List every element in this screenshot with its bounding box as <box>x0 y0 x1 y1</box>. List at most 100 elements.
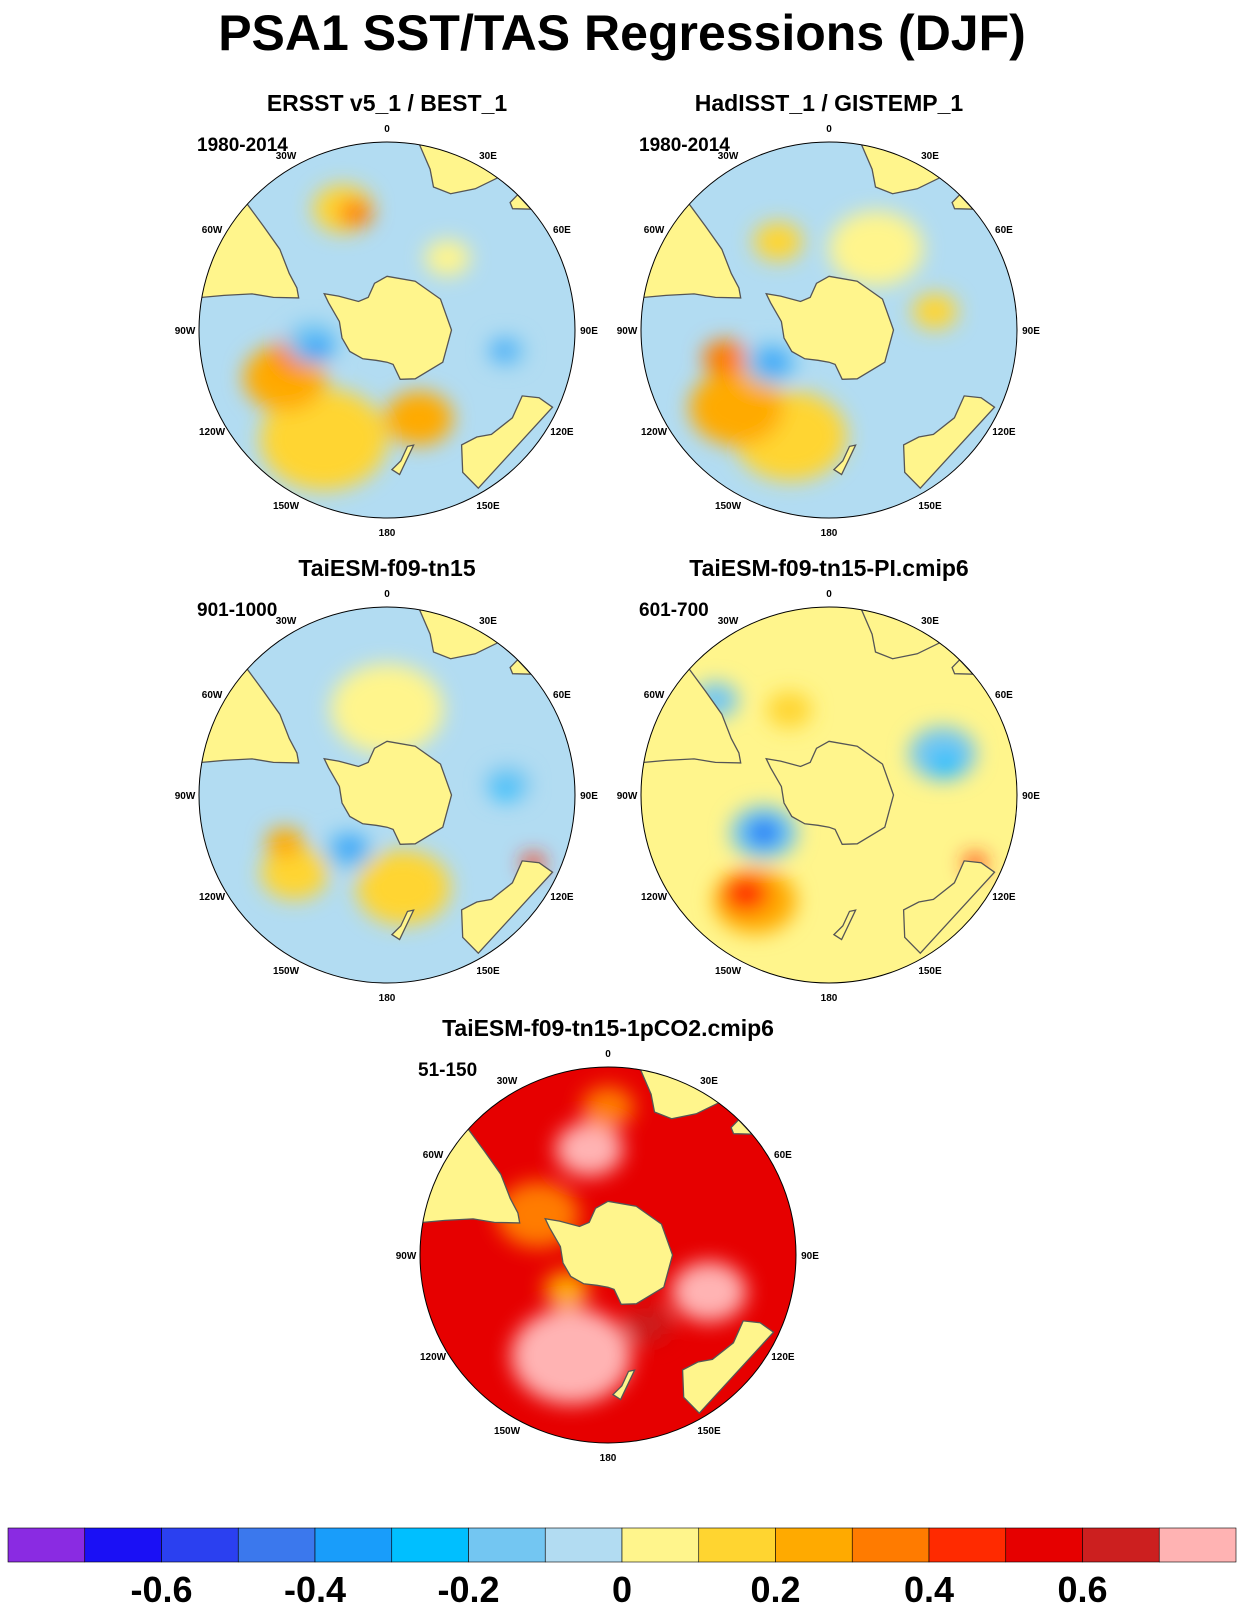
panel-title: TaiESM-f09-tn15-1pCO2.cmip6 <box>442 1015 774 1041</box>
map-panel-4: TaiESM-f09-tn15-PI.cmip6 601-700 0 30E 60E… <box>617 555 1041 1004</box>
map-border <box>198 606 576 984</box>
landmass-africa <box>860 607 965 660</box>
longitude-label: 60E <box>995 690 1013 701</box>
landmass-australia <box>460 395 554 490</box>
longitude-label: 0 <box>384 124 390 135</box>
longitude-label: 30W <box>718 151 739 162</box>
longitude-label: 60E <box>774 1150 792 1161</box>
landmass-africa <box>418 142 523 195</box>
longitude-label: 30W <box>497 1076 518 1087</box>
longitude-label: 0 <box>826 589 832 600</box>
anomaly-region <box>753 222 803 262</box>
anomaly-region <box>555 1122 624 1177</box>
longitude-label: 150E <box>476 966 500 977</box>
landmass-africa <box>639 1067 744 1120</box>
anomaly-region <box>336 837 364 859</box>
anomaly-region <box>265 827 304 858</box>
longitude-label: 120E <box>550 427 574 438</box>
landmass-africa <box>418 607 523 660</box>
period-label: 901-1000 <box>197 600 278 621</box>
landmass-newzealand <box>390 909 415 941</box>
anomaly-region <box>754 825 774 841</box>
anomaly-region <box>303 338 331 360</box>
anomaly-region <box>581 1086 635 1129</box>
period-label: 1980-2014 <box>197 135 288 156</box>
colorbar: -0.6 -0.4 -0.2 0 0.2 0.4 0.6 <box>7 1527 1237 1608</box>
longitude-label: 60W <box>644 690 665 701</box>
period-label: 51-150 <box>418 1060 478 1081</box>
colorbar-tick-label: -0.6 <box>130 1569 192 1608</box>
longitude-label: 60E <box>995 225 1013 236</box>
anomaly-region <box>723 875 769 912</box>
map-panel-2: HadISST_1 / GISTEMP_1 1980-2014 0 30E 60E 9… <box>617 90 1041 539</box>
longitude-label: 0 <box>605 1049 611 1060</box>
anomaly-region <box>671 1261 747 1322</box>
anomaly-region <box>829 210 923 287</box>
anomaly-region <box>338 199 373 227</box>
anomaly-region <box>493 781 517 800</box>
anomaly-region <box>625 1306 671 1343</box>
longitude-label: 30E <box>479 151 497 162</box>
longitude-label: 180 <box>379 528 396 539</box>
landmass-australia <box>902 395 996 490</box>
landmass-newzealand <box>390 444 415 476</box>
anomaly-region <box>330 663 444 755</box>
colorbar-tick-label: 0 <box>612 1569 632 1608</box>
longitude-label: 90W <box>175 791 196 802</box>
longitude-label: 0 <box>826 124 832 135</box>
landmass-newzealand <box>832 444 857 476</box>
anomaly-region <box>424 239 470 277</box>
longitude-label: 30E <box>479 616 497 627</box>
anomaly-region <box>356 849 451 926</box>
longitude-label: 120W <box>199 427 226 438</box>
colorbar-tick-label: 0.4 <box>904 1569 954 1608</box>
longitude-label: 120W <box>420 1352 447 1363</box>
polar-map: 0 30E 60E 90E 120E 150E 180 150W 120W 90W 60W 30W <box>175 124 599 539</box>
longitude-label: 30E <box>921 616 939 627</box>
longitude-label: 150W <box>494 1426 521 1437</box>
longitude-label: 150E <box>918 966 942 977</box>
colorbar-swatch <box>314 1527 393 1563</box>
colorbar-swatch <box>851 1527 930 1563</box>
colorbar-tick-label: -0.2 <box>437 1569 499 1608</box>
colorbar-swatch <box>84 1527 162 1563</box>
period-label: 1980-2014 <box>639 135 730 156</box>
longitude-label: 90W <box>396 1251 417 1262</box>
colorbar-swatch <box>1005 1527 1083 1563</box>
longitude-label: 90W <box>175 326 196 337</box>
longitude-label: 60E <box>553 690 571 701</box>
longitude-label: 60E <box>553 225 571 236</box>
longitude-label: 30W <box>276 616 297 627</box>
longitude-label: 120E <box>992 427 1016 438</box>
longitude-label: 90E <box>580 791 598 802</box>
landmass-australia <box>460 860 554 955</box>
anomaly-region <box>689 370 784 446</box>
anomaly-region <box>511 1307 632 1405</box>
longitude-label: 180 <box>600 1453 617 1464</box>
anomaly-region <box>766 691 812 728</box>
landmass-antarctica <box>765 740 895 845</box>
longitude-label: 120E <box>992 892 1016 903</box>
colorbar-swatch <box>928 1527 1007 1563</box>
polar-map: 0 30E 60E 90E 120E 150E 180 150W 120W 90W 60W 30W <box>617 589 1041 1004</box>
longitude-label: 90E <box>580 326 598 337</box>
longitude-label: 0 <box>384 589 390 600</box>
landmass-antarctica <box>323 275 453 380</box>
longitude-label: 180 <box>379 993 396 1004</box>
longitude-label: 60W <box>202 690 223 701</box>
landmass-antarctica <box>323 740 453 845</box>
map-panel-3: TaiESM-f09-tn15 901-1000 0 30E 60E 90E 120E 1… <box>175 555 599 1004</box>
map-border <box>198 141 576 519</box>
anomaly-region <box>760 351 787 373</box>
panel-title: TaiESM-f09-tn15-PI.cmip6 <box>689 555 969 581</box>
longitude-label: 60W <box>644 225 665 236</box>
longitude-label: 150E <box>697 1426 721 1437</box>
longitude-label: 30W <box>718 616 739 627</box>
longitude-label: 120E <box>771 1352 795 1363</box>
colorbar-swatch <box>1158 1527 1237 1563</box>
longitude-label: 90E <box>1022 791 1040 802</box>
map-border <box>640 141 1018 519</box>
longitude-label: 180 <box>821 528 838 539</box>
longitude-label: 60W <box>423 1150 444 1161</box>
longitude-label: 150E <box>476 501 500 512</box>
